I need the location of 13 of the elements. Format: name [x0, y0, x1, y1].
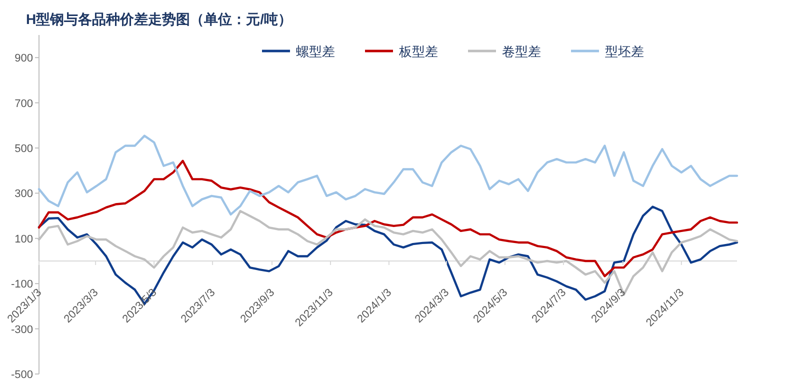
- legend-label: 型坯差: [605, 44, 644, 59]
- y-tick-label: -500: [10, 369, 33, 381]
- y-tick-label: 700: [14, 98, 33, 110]
- legend-label: 卷型差: [502, 44, 541, 59]
- legend-label: 板型差: [398, 44, 438, 59]
- y-tick-label: 900: [14, 52, 33, 65]
- y-tick-label: 500: [14, 143, 33, 155]
- legend-label: 螺型差: [296, 44, 335, 59]
- y-tick-label: -300: [10, 324, 33, 336]
- y-tick-label: 300: [14, 188, 33, 200]
- y-tick-label: -100: [10, 278, 33, 291]
- chart-title: H型钢与各品种价差走势图（单位：元/吨）: [26, 11, 292, 27]
- y-tick-label: 100: [14, 233, 33, 246]
